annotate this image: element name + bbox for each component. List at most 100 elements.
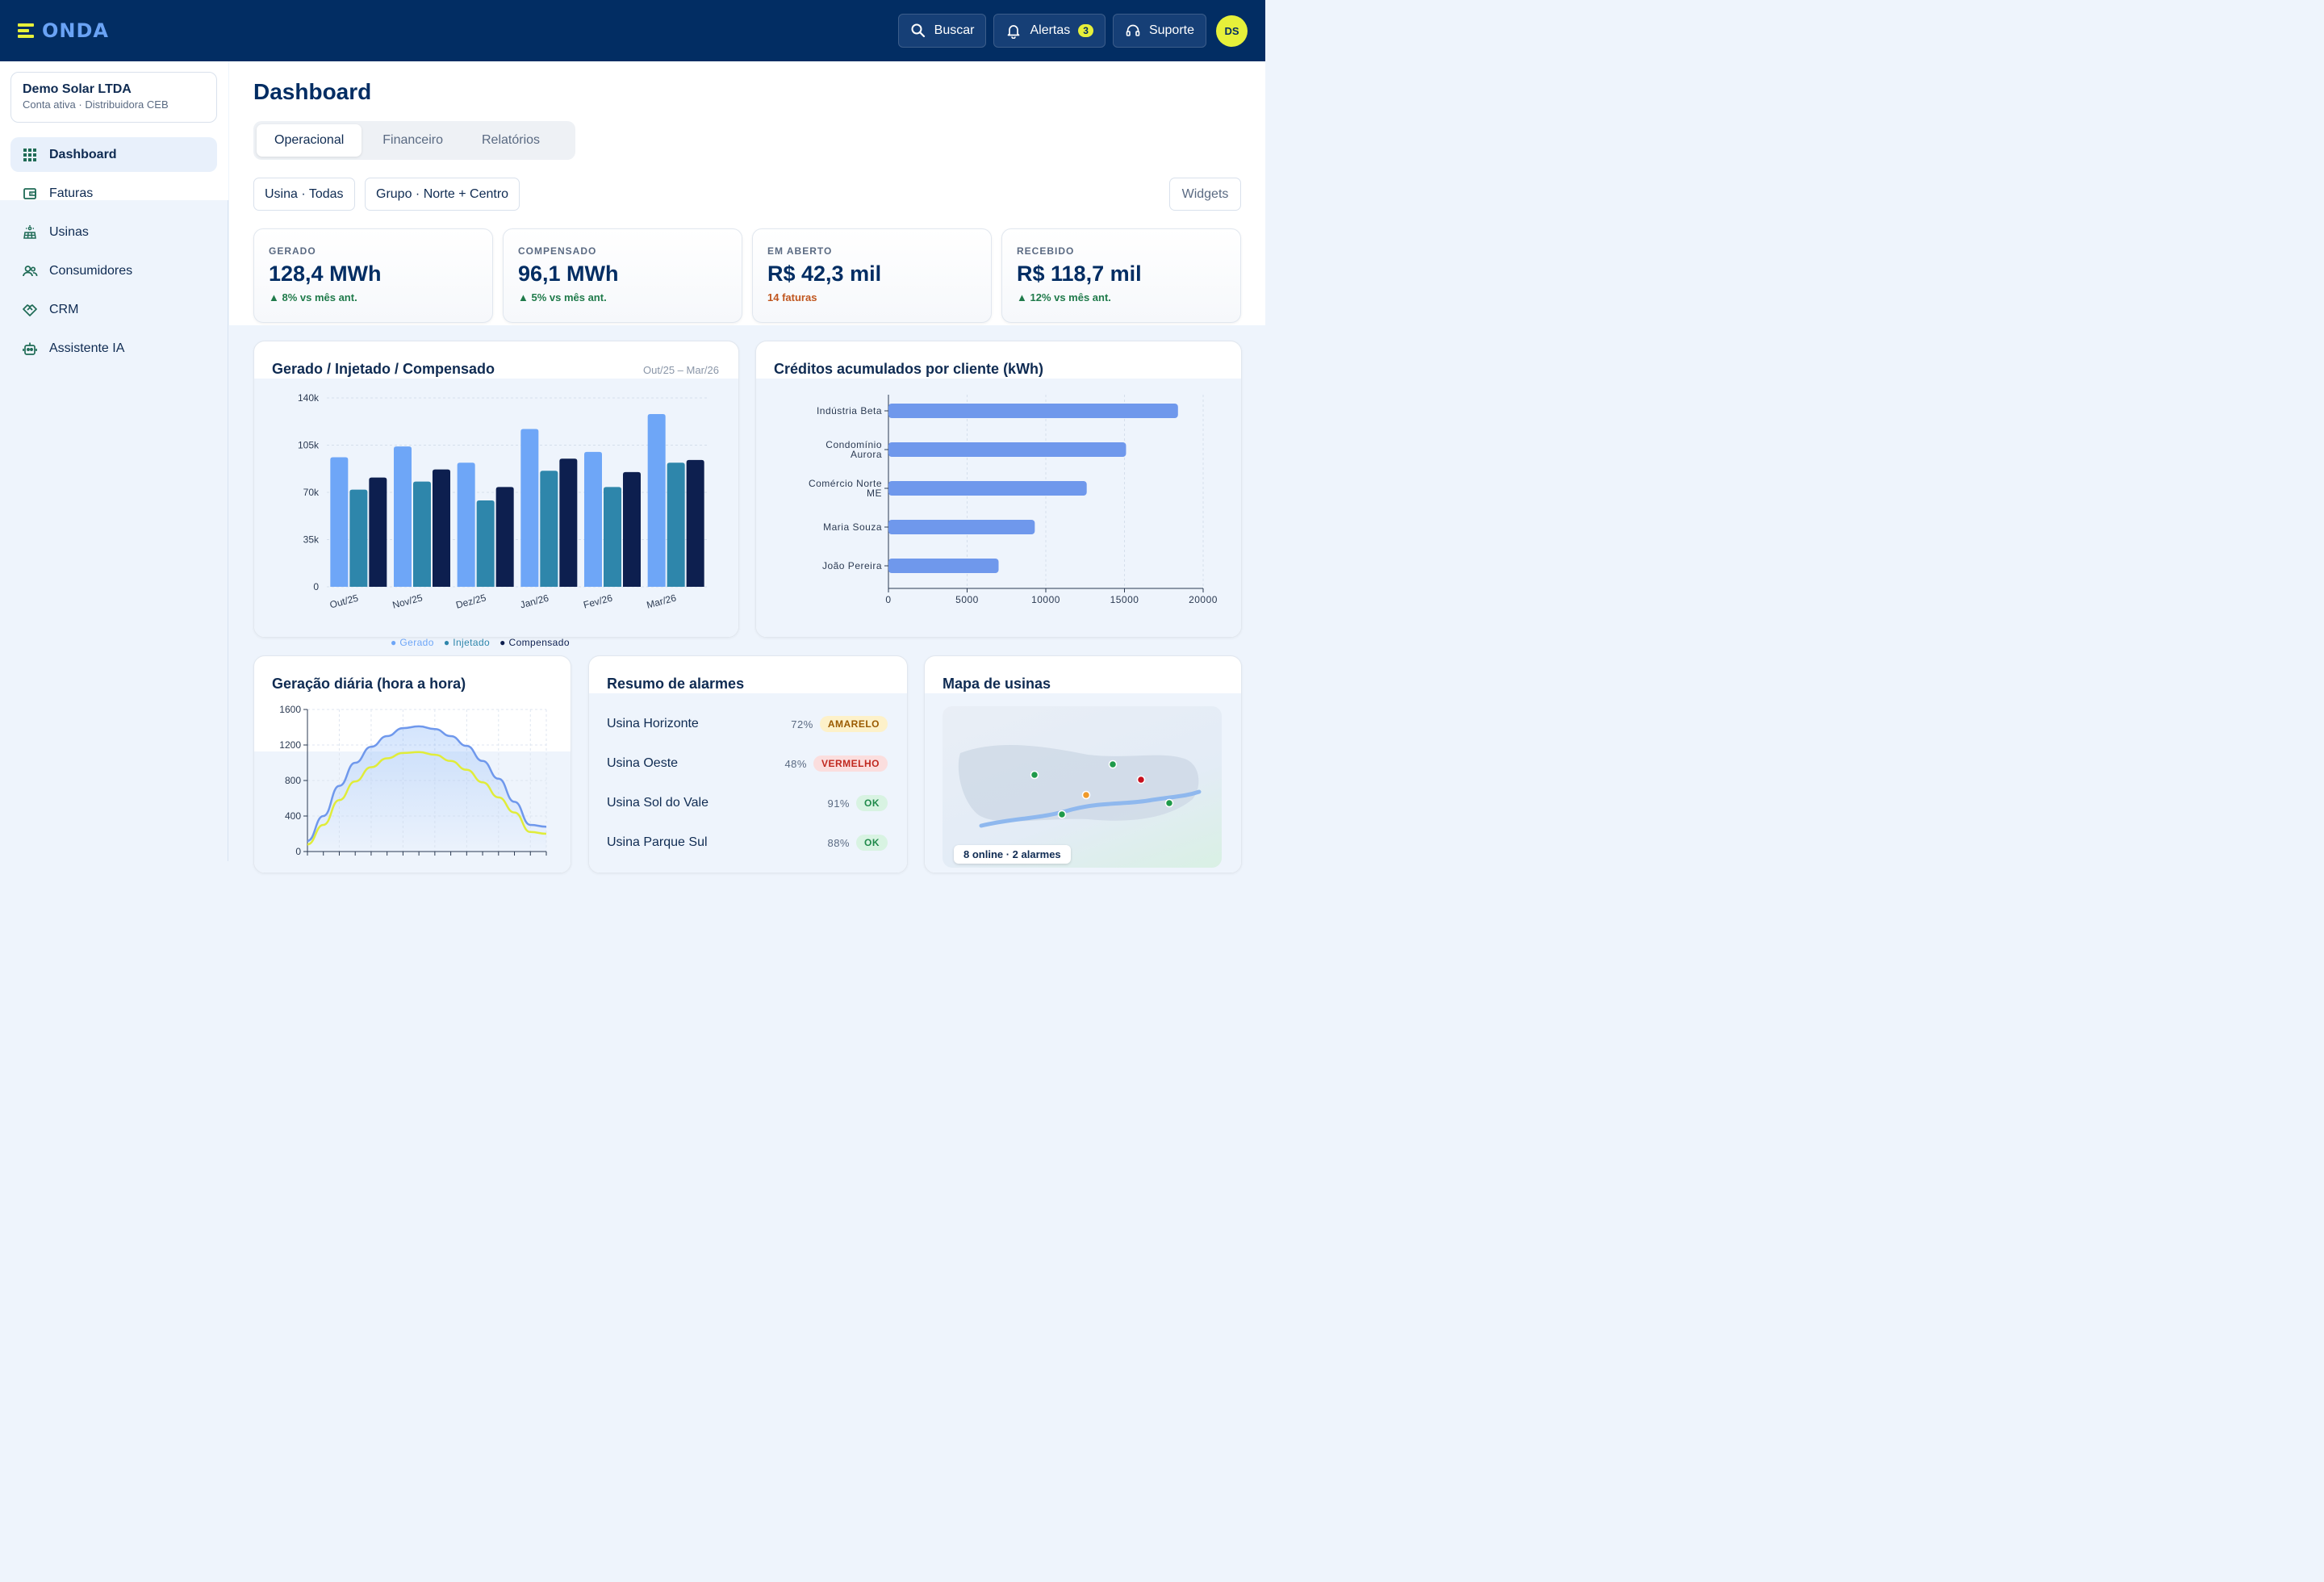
map-title: Mapa de usinas — [943, 676, 1051, 692]
x-tick-label: 20000 — [1189, 594, 1218, 605]
alarm-row[interactable]: Usina Parque Sul 88% OK — [607, 834, 888, 852]
map-river — [979, 789, 1202, 828]
chart-card-creditos: Créditos acumulados por cliente (kWh) 0 5… — [755, 341, 1242, 638]
legend-item-compensado[interactable]: ● Compensado — [499, 637, 570, 648]
search-button[interactable]: Buscar — [897, 14, 987, 48]
kpi-delta: ▲ 5% vs mês ant. — [518, 291, 607, 303]
headset-icon — [1126, 24, 1140, 36]
sidebar-item-label: Faturas — [49, 186, 94, 200]
bar-injetado — [540, 471, 558, 587]
logo-mark-icon — [18, 22, 36, 40]
tab-relatorios[interactable]: Relatórios — [481, 133, 541, 147]
y-tick-label: 0 — [295, 846, 301, 857]
x-tick-label: Dez/25 — [454, 592, 487, 610]
y-tick-label: 35k — [303, 534, 320, 546]
sidebar-item-crm[interactable]: CRM — [10, 292, 217, 327]
status-badge: AMARELO — [819, 716, 888, 732]
search-label: Buscar — [934, 23, 975, 37]
main-content: Dashboard Operacional Financeiro Relatór… — [229, 61, 1265, 873]
solar-panel-icon — [23, 224, 36, 239]
x-tick-label: Nov/25 — [391, 592, 424, 610]
map-canvas — [958, 745, 1202, 828]
y-tick-label: Indústria Beta — [817, 405, 882, 416]
alarm-row[interactable]: Usina Horizonte 72% AMARELO — [607, 715, 888, 733]
kpi-card-recebido: RECEBIDO R$ 118,7 mil ▲ 12% vs mês ant. — [1001, 228, 1241, 323]
alerts-count-badge: 3 — [1078, 24, 1093, 37]
tab-operacional[interactable]: Operacional — [257, 124, 362, 157]
x-tick-label: Jan/26 — [519, 592, 550, 611]
bar-cliente — [888, 520, 1035, 534]
bar-injetado — [476, 500, 495, 587]
bell-icon — [1008, 25, 1020, 39]
status-badge: VERMELHO — [813, 755, 888, 772]
area-fill — [307, 726, 546, 852]
line-chart: 0 400 800 1200 1600 — [279, 704, 547, 857]
chart-card-energia: Gerado / Injetado / Compensado Out/25 – … — [253, 341, 739, 638]
tab-bar: Operacional Financeiro Relatórios — [253, 121, 575, 160]
tab-financeiro[interactable]: Financeiro — [382, 133, 443, 147]
alarm-row[interactable]: Usina Sol do Vale 91% OK — [607, 794, 888, 812]
x-tick-label: Fev/26 — [582, 592, 613, 611]
sidebar-item-dashboard[interactable]: Dashboard — [10, 137, 217, 172]
alarms-card: Resumo de alarmes Usina Horizonte 72% AM… — [588, 655, 908, 873]
kpi-label: RECEBIDO — [1017, 245, 1075, 257]
bar-injetado — [413, 481, 431, 587]
kpi-value: R$ 118,7 mil — [1017, 262, 1142, 286]
filter-grupo[interactable]: Grupo · Norte + Centro — [365, 178, 520, 211]
y-tick-label: 140k — [298, 392, 320, 404]
y-tick-label: 400 — [285, 810, 301, 822]
alarm-percent: 91% — [827, 797, 850, 810]
line-series-1 — [307, 725, 547, 843]
map-marker-online — [1030, 770, 1039, 780]
alarm-usina-name: Usina Parque Sul — [607, 835, 708, 849]
sidebar-item-consumidores[interactable]: Consumidores — [10, 253, 217, 288]
y-tick-label: Condomínio Aurora — [826, 439, 882, 460]
sidebar: Demo Solar LTDA Conta ativa · Distribuid… — [0, 61, 228, 861]
alarms-title: Resumo de alarmes — [607, 676, 745, 692]
widgets-button[interactable]: Widgets — [1169, 178, 1241, 211]
bar-gerado — [394, 446, 412, 587]
brand-name: ONDA — [42, 19, 109, 42]
alarm-percent: 88% — [827, 836, 850, 849]
user-avatar[interactable]: DS — [1216, 15, 1248, 47]
legend-item-injetado[interactable]: ● Injetado — [443, 637, 491, 648]
bar-compensado — [686, 459, 704, 587]
chart-title: Gerado / Injetado / Compensado — [272, 361, 495, 377]
horizontal-bar-chart: 0 5000 10000 15000 20000 Indústria Beta Condom… — [809, 395, 1218, 605]
legend-item-gerado[interactable]: ● Gerado — [391, 637, 434, 648]
chart-title: Geração diária (hora a hora) — [272, 676, 466, 692]
support-button[interactable]: Suporte — [1112, 14, 1206, 48]
sidebar-nav: Dashboard Faturas Usinas Consumidores CR… — [10, 137, 217, 370]
x-tick-label: Mar/26 — [646, 592, 678, 610]
filter-usina[interactable]: Usina · Todas — [253, 178, 355, 211]
y-tick-label: 1600 — [279, 704, 301, 715]
account-card[interactable]: Demo Solar LTDA Conta ativa · Distribuid… — [10, 72, 217, 123]
x-tick-label: 0 — [885, 594, 891, 605]
chart-period: Out/25 – Mar/26 — [643, 364, 719, 376]
kpi-value: R$ 42,3 mil — [767, 262, 882, 286]
kpi-value: 96,1 MWh — [518, 262, 619, 286]
usinas-map[interactable]: 8 online · 2 alarmes — [943, 706, 1222, 868]
page-title: Dashboard — [253, 79, 372, 104]
kpi-delta: ▲ 8% vs mês ant. — [269, 291, 357, 303]
alarm-percent: 72% — [791, 718, 813, 730]
alarm-row[interactable]: Usina Oeste 48% VERMELHO — [607, 755, 888, 772]
users-icon — [23, 265, 38, 276]
map-status-label: 8 online · 2 alarmes — [954, 845, 1071, 864]
bar-cliente — [888, 481, 1087, 496]
bar-compensado — [623, 471, 641, 587]
kpi-card-em-aberto: EM ABERTO R$ 42,3 mil 14 faturas — [752, 228, 992, 323]
sidebar-item-faturas[interactable]: Faturas — [10, 176, 217, 211]
map-marker-online — [1057, 810, 1067, 819]
y-tick-label: 70k — [303, 487, 320, 498]
y-tick-label: Maria Souza — [823, 521, 882, 533]
sidebar-item-assistente-ia[interactable]: Assistente IA — [10, 331, 217, 366]
kpi-delta: 14 faturas — [767, 291, 817, 303]
alerts-button[interactable]: Alertas 3 — [993, 14, 1106, 48]
robot-icon — [23, 342, 37, 355]
bar-cliente — [888, 559, 999, 573]
bar-injetado — [349, 489, 368, 587]
logo[interactable]: ONDA — [18, 19, 109, 42]
support-label: Suporte — [1148, 23, 1194, 37]
sidebar-item-usinas[interactable]: Usinas — [10, 215, 217, 249]
